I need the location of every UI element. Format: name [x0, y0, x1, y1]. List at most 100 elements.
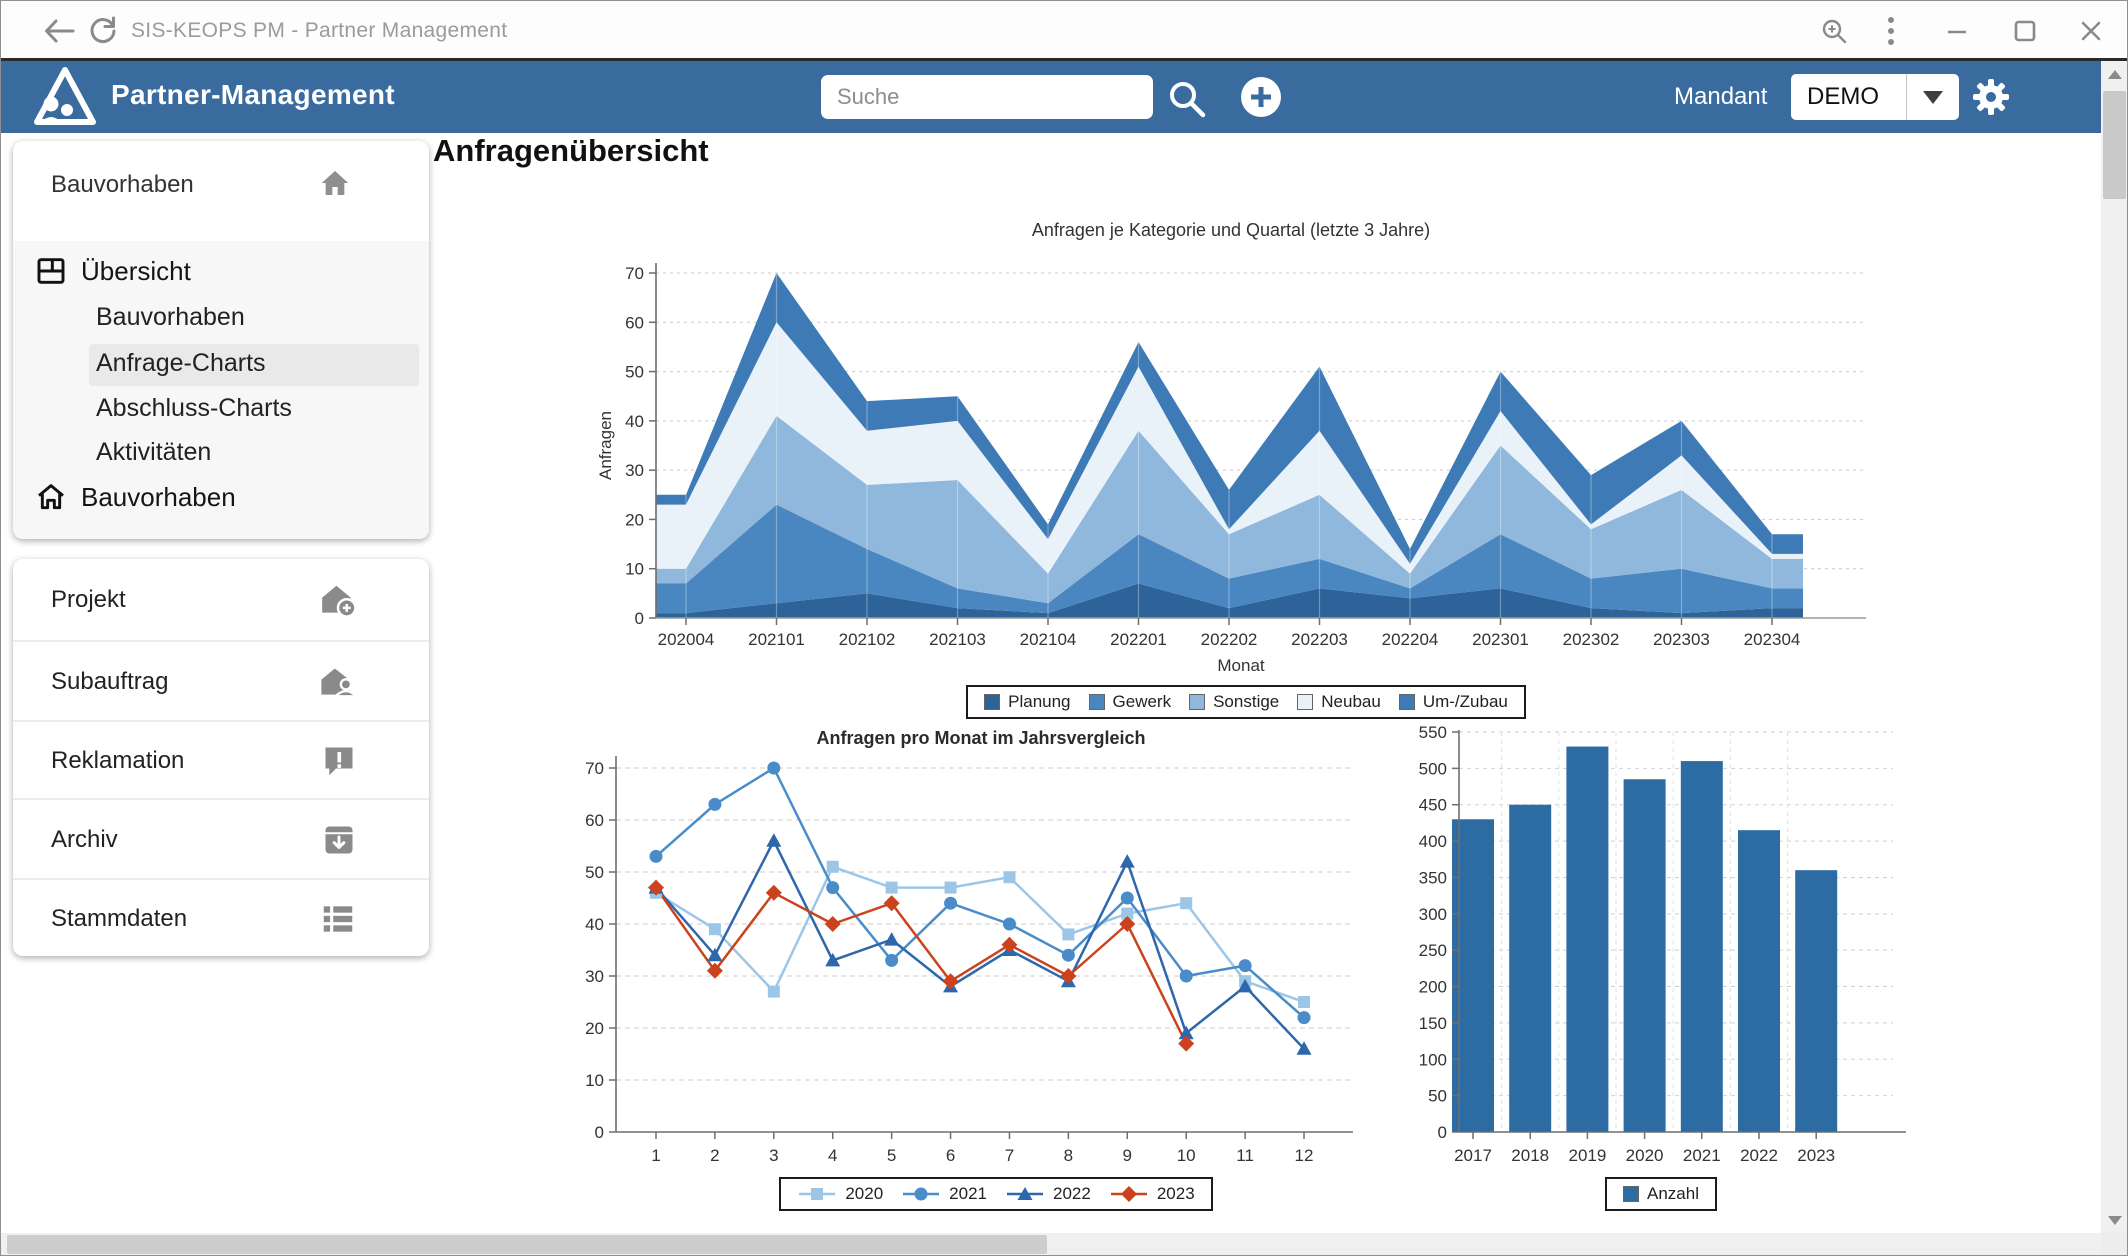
svg-text:202202: 202202 — [1201, 630, 1258, 649]
svg-text:0: 0 — [595, 1123, 604, 1142]
legend-item-Gewerk: Gewerk — [1088, 692, 1171, 712]
svg-text:3: 3 — [769, 1146, 778, 1165]
svg-text:202303: 202303 — [1653, 630, 1710, 649]
close-button[interactable] — [2073, 13, 2109, 49]
legend-swatch-icon — [1189, 694, 1206, 710]
sidebar-modules-card: Projekt Subauftrag Reklamation Archiv St… — [13, 559, 429, 956]
sidebar-item-stammdaten[interactable]: Stammdaten — [13, 878, 429, 958]
app-header: Partner-Management Mandant DEMO — [1, 61, 2127, 133]
svg-text:7: 7 — [1005, 1146, 1014, 1165]
svg-text:202203: 202203 — [1291, 630, 1348, 649]
svg-text:202104: 202104 — [1020, 630, 1077, 649]
back-arrow-icon — [45, 19, 75, 43]
triangle-up-icon — [2107, 69, 2122, 79]
svg-text:40: 40 — [625, 412, 644, 431]
legend-item-2020: 2020 — [797, 1184, 883, 1204]
module-label: Projekt — [51, 585, 126, 613]
bar-chart: 0 50 100 150 200 250 300 350 400 450 500 550 2017 201… — [1419, 726, 1906, 1165]
svg-text:20: 20 — [585, 1019, 604, 1038]
svg-text:70: 70 — [625, 264, 644, 283]
sidebar-item-projekt[interactable]: Projekt — [13, 559, 429, 640]
page-title: Anfragenübersicht — [433, 133, 709, 168]
svg-text:2020: 2020 — [1626, 1146, 1664, 1165]
house-person-icon — [321, 668, 357, 698]
svg-text:60: 60 — [585, 811, 604, 830]
svg-text:0: 0 — [1438, 1123, 1447, 1142]
home-icon — [321, 171, 349, 195]
triangle-down-icon — [2107, 1215, 2122, 1225]
search-button[interactable] — [1167, 79, 1207, 119]
svg-text:2017: 2017 — [1454, 1146, 1492, 1165]
chevron-down-icon — [1923, 90, 1943, 104]
search-icon — [1170, 82, 1206, 118]
svg-text:350: 350 — [1419, 868, 1447, 887]
legend-swatch-icon — [1297, 694, 1314, 710]
sidebar-item-abschluss-charts[interactable]: Abschluss-Charts — [96, 394, 292, 422]
svg-text:2021: 2021 — [1683, 1146, 1721, 1165]
scroll-up-button[interactable] — [2101, 61, 2127, 87]
stacked-chart-xlabel: Monat — [1217, 656, 1265, 675]
svg-text:202304: 202304 — [1744, 630, 1801, 649]
svg-text:50: 50 — [1428, 1087, 1447, 1106]
svg-text:400: 400 — [1419, 832, 1447, 851]
svg-text:40: 40 — [585, 915, 604, 934]
horizontal-scrollbar[interactable] — [1, 1233, 2101, 1255]
sidebar-context-card: Bauvorhaben Übersicht Bauvorhaben Anfrag… — [13, 141, 429, 539]
svg-text:202101: 202101 — [748, 630, 805, 649]
legend-item-anzahl: Anzahl — [1623, 1184, 1699, 1204]
mandant-select[interactable]: DEMO — [1791, 74, 1959, 120]
scroll-down-button[interactable] — [2101, 1207, 2127, 1233]
sidebar-item-archiv[interactable]: Archiv — [13, 798, 429, 880]
svg-text:8: 8 — [1064, 1146, 1073, 1165]
context-title: Bauvorhaben — [51, 171, 194, 198]
svg-text:200: 200 — [1419, 978, 1447, 997]
horizontal-scrollbar-thumb[interactable] — [7, 1235, 1047, 1254]
stacked-area-chart: 0 10 20 30 40 50 60 70 202004 202101 202102 202103 2… — [596, 263, 1866, 649]
svg-text:150: 150 — [1419, 1014, 1447, 1033]
close-icon — [2081, 21, 2101, 41]
svg-text:202103: 202103 — [929, 630, 986, 649]
zoom-button[interactable] — [1816, 13, 1852, 49]
app-logo-icon — [34, 67, 96, 125]
svg-text:30: 30 — [625, 461, 644, 480]
zoom-icon — [1822, 19, 1847, 44]
svg-text:202204: 202204 — [1382, 630, 1439, 649]
maximize-button[interactable] — [2007, 13, 2043, 49]
svg-text:10: 10 — [1177, 1146, 1196, 1165]
sidebar-item-aktivitaeten[interactable]: Aktivitäten — [96, 438, 212, 466]
svg-text:12: 12 — [1295, 1146, 1314, 1165]
back-button[interactable] — [41, 13, 77, 49]
sidebar-item-bauvorhaben[interactable]: Bauvorhaben — [96, 303, 245, 331]
mandant-value: DEMO — [1807, 83, 1879, 110]
sidebar-item-uebersicht[interactable]: Übersicht — [35, 255, 191, 287]
legend-item-2023: 2023 — [1109, 1184, 1195, 1204]
svg-text:10: 10 — [585, 1071, 604, 1090]
vertical-scrollbar[interactable] — [2101, 61, 2127, 1233]
scrollbar-corner — [2101, 1233, 2127, 1255]
settings-button[interactable] — [1969, 75, 2013, 119]
context-home-button[interactable] — [319, 167, 351, 204]
sidebar-item-reklamation[interactable]: Reklamation — [13, 720, 429, 800]
line-chart-title: Anfragen pro Monat im Jahrsvergleich — [816, 728, 1146, 748]
svg-text:11: 11 — [1236, 1146, 1254, 1165]
sidebar-item-label: Bauvorhaben — [81, 481, 236, 512]
sidebar-item-bauvorhaben-home[interactable]: Bauvorhaben — [35, 481, 236, 513]
svg-text:50: 50 — [625, 363, 644, 382]
svg-text:60: 60 — [625, 313, 644, 332]
mandant-dropdown-button[interactable] — [1907, 90, 1959, 104]
svg-text:202201: 202201 — [1110, 630, 1167, 649]
comment-exclamation-icon — [325, 747, 353, 776]
vertical-scrollbar-thumb[interactable] — [2103, 91, 2126, 199]
refresh-button[interactable] — [85, 13, 121, 49]
minimize-button[interactable] — [1939, 13, 1975, 49]
stacked-chart-legend: Planung Gewerk Sonstige Neubau Um-/Zubau — [581, 685, 1911, 719]
svg-text:2022: 2022 — [1740, 1146, 1778, 1165]
menu-button[interactable] — [1873, 13, 1909, 49]
search-input[interactable] — [821, 75, 1153, 119]
sidebar-item-subauftrag[interactable]: Subauftrag — [13, 640, 429, 722]
add-button[interactable] — [1241, 77, 1281, 117]
sidebar-item-anfrage-charts[interactable]: Anfrage-Charts — [96, 349, 266, 377]
svg-text:9: 9 — [1123, 1146, 1132, 1165]
kebab-menu-icon — [1888, 17, 1894, 45]
